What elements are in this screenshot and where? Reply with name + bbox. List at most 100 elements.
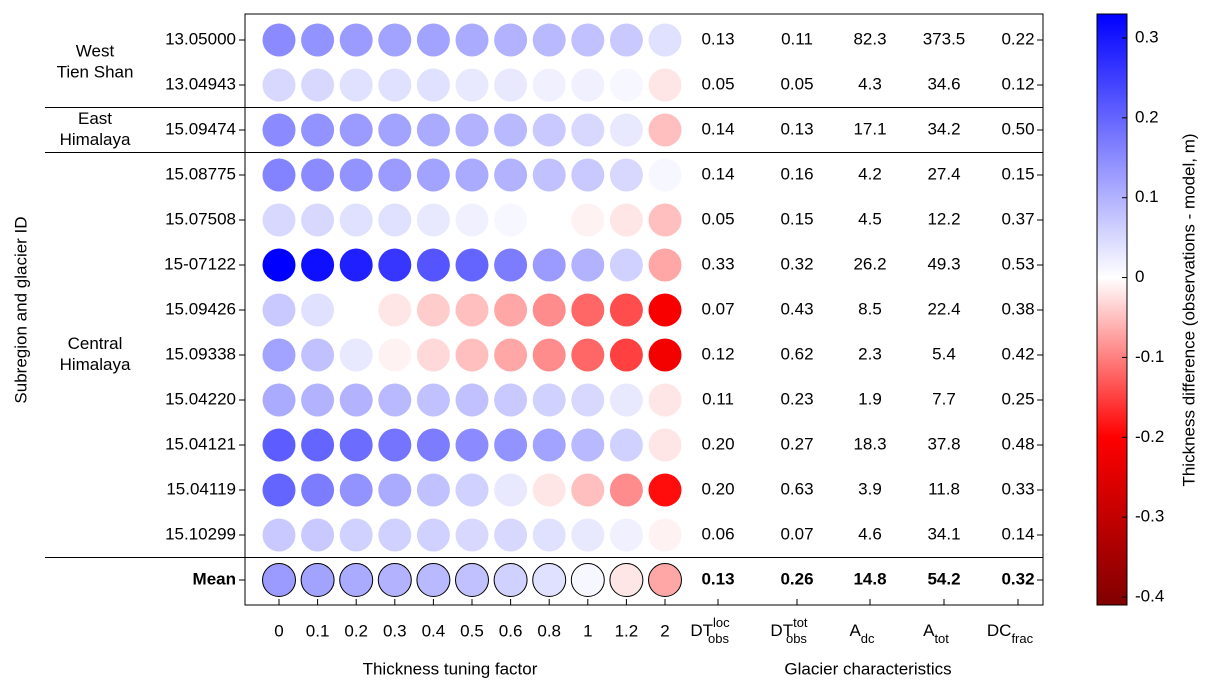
dot xyxy=(455,473,489,507)
dot xyxy=(571,248,605,282)
header-sub: obs xyxy=(708,631,729,646)
dot xyxy=(262,68,296,102)
dot xyxy=(648,68,682,102)
dot xyxy=(378,23,412,57)
table-cell: 0.33 xyxy=(1001,479,1034,498)
x-tick-label: 0.4 xyxy=(422,621,446,640)
dot xyxy=(532,23,566,57)
dot xyxy=(571,68,605,102)
dot xyxy=(609,473,643,507)
table-cell: 0.42 xyxy=(1001,344,1034,363)
dot xyxy=(455,563,489,597)
dot xyxy=(571,383,605,417)
dot xyxy=(571,473,605,507)
group-label: West Tien Shan xyxy=(57,42,134,82)
dot xyxy=(378,338,412,372)
dot xyxy=(648,518,682,552)
table-cell: 37.8 xyxy=(927,434,960,453)
dot xyxy=(494,158,528,192)
table-cell: 7.7 xyxy=(932,389,956,408)
table-cell: 0.14 xyxy=(1001,524,1034,543)
dot xyxy=(339,248,373,282)
dot xyxy=(301,68,335,102)
row-label: 15.04220 xyxy=(165,389,236,408)
dot xyxy=(609,428,643,462)
table-cell: 0.14 xyxy=(701,164,734,183)
header-base: DT xyxy=(770,621,793,640)
dot xyxy=(494,383,528,417)
x-tick-label: 0 xyxy=(274,621,283,640)
dot xyxy=(494,248,528,282)
dot xyxy=(301,473,335,507)
table-cell: 0.07 xyxy=(780,524,813,543)
table-cell: 18.3 xyxy=(853,434,886,453)
dot xyxy=(416,68,450,102)
dot xyxy=(339,338,373,372)
dot xyxy=(648,248,682,282)
row-label: 15.07508 xyxy=(165,209,236,228)
row-label: 15.10299 xyxy=(165,524,236,543)
dot xyxy=(262,428,296,462)
dot xyxy=(416,113,450,147)
table-cell: 8.5 xyxy=(858,299,882,318)
table-cell: 0.16 xyxy=(780,164,813,183)
y-axis-label: Subregion and glacier ID xyxy=(11,216,30,403)
dot xyxy=(648,293,682,327)
table-cell: 0.15 xyxy=(780,209,813,228)
table-cell: 0.11 xyxy=(702,389,734,408)
dot xyxy=(301,518,335,552)
colorbar xyxy=(1096,13,1128,606)
x-tick-label: 0.6 xyxy=(499,621,523,640)
table-cell: 54.2 xyxy=(927,569,960,588)
table-cell: 0.32 xyxy=(1001,569,1034,588)
table-cell: 0.38 xyxy=(1001,299,1034,318)
dot xyxy=(571,428,605,462)
dot xyxy=(416,383,450,417)
group-label-line: East xyxy=(78,109,112,128)
table-cell: 0.05 xyxy=(701,74,734,93)
dot xyxy=(494,338,528,372)
dot xyxy=(609,383,643,417)
table-cell: 0.06 xyxy=(701,524,734,543)
dot xyxy=(609,158,643,192)
dot xyxy=(339,428,373,462)
table-cell: 27.4 xyxy=(927,164,960,183)
table-label: Glacier characteristics xyxy=(784,659,951,678)
dot xyxy=(301,23,335,57)
dot xyxy=(609,68,643,102)
colorbar-tick-label: -0.4 xyxy=(1135,586,1164,605)
dot xyxy=(262,113,296,147)
dot xyxy=(648,158,682,192)
dot xyxy=(262,248,296,282)
dot xyxy=(648,113,682,147)
table-cell: 0.32 xyxy=(780,254,813,273)
dot xyxy=(339,383,373,417)
dot xyxy=(339,203,373,237)
dot xyxy=(494,428,528,462)
dot xyxy=(493,563,528,597)
colorbar-label: Thickness difference (observations - mod… xyxy=(1179,133,1198,486)
dot xyxy=(571,293,605,327)
table-cell: 0.05 xyxy=(780,74,813,93)
header-sup: tot xyxy=(793,615,808,630)
dot xyxy=(648,383,682,417)
header-sub: frac xyxy=(1011,631,1033,646)
dot xyxy=(262,338,296,372)
dot xyxy=(416,203,450,237)
table-cell: 0.48 xyxy=(1001,434,1034,453)
group-label-line: Central xyxy=(68,334,123,353)
dot xyxy=(532,518,566,552)
dot xyxy=(378,428,412,462)
x-tick-label: 1.2 xyxy=(615,621,639,640)
dot xyxy=(571,23,605,57)
dot xyxy=(532,203,566,237)
group-label-line: Tien Shan xyxy=(57,63,134,82)
table-cell: 0.12 xyxy=(1001,74,1034,93)
row-label: Mean xyxy=(193,569,236,588)
row-label: 13.04943 xyxy=(165,74,236,93)
dot xyxy=(494,203,528,237)
table-cell: 0.50 xyxy=(1001,119,1034,138)
row-label: 15.09338 xyxy=(165,344,236,363)
x-tick-label: 0.5 xyxy=(460,621,484,640)
dot xyxy=(416,23,450,57)
